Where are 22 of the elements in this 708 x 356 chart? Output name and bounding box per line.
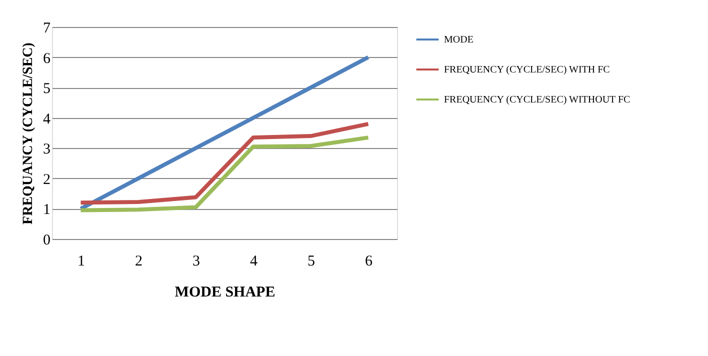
y-tick-label: 7 [43,20,51,36]
y-tick-label: 4 [43,111,51,128]
line-series [78,122,370,205]
legend-label: FREQUENCY (CYCLE/SEC) WITHOUT FC [444,94,631,106]
line-series [78,136,370,212]
legend-label: FREQUENCY (CYCLE/SEC) WITH FC [444,64,610,76]
y-tick-label: 6 [43,50,51,67]
x-axis-title: MODE SHAPE [174,284,276,300]
x-tick-label: 5 [308,254,315,270]
x-tick-label: 4 [250,254,258,270]
y-tick-label: 2 [43,172,50,188]
y-tick-label: 0 [43,232,50,248]
y-tick-label: 3 [43,142,50,158]
y-tick-label: 1 [43,202,50,218]
line-series [78,55,370,211]
y-tick-label: 5 [43,81,50,98]
x-tick-label: 1 [78,254,85,270]
legend-label: MODE [444,34,474,46]
x-tick-label: 2 [135,254,142,270]
x-tick-label: 6 [365,254,373,270]
x-tick-label: 3 [192,254,200,270]
y-axis-title: FREQUANCY (CYCLE/SEC) [21,42,36,224]
